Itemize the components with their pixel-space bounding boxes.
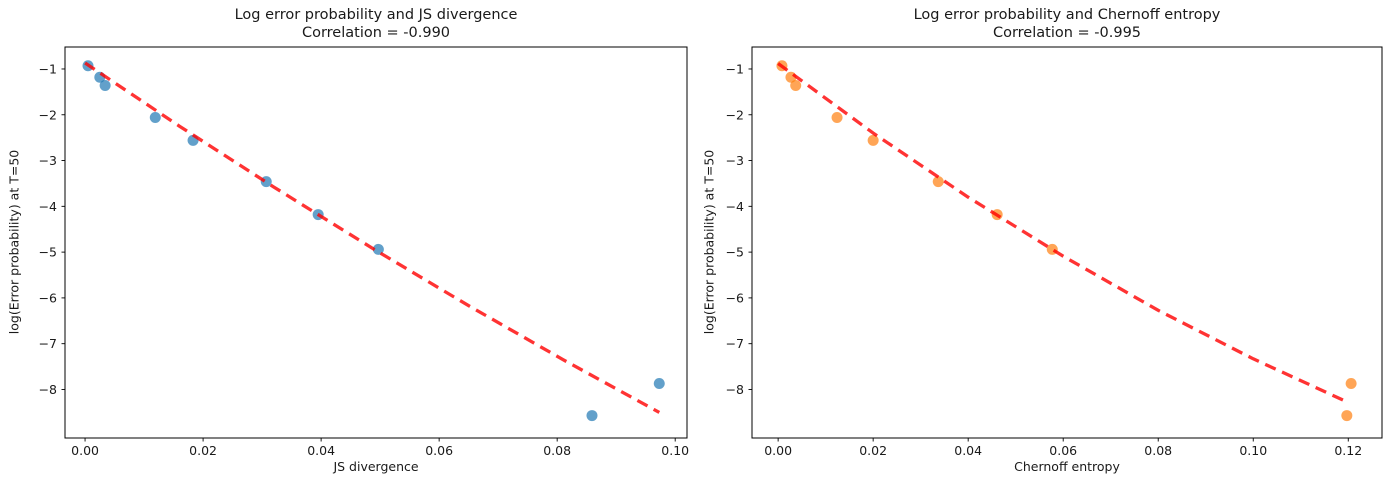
y-tick-label: −7 — [726, 336, 744, 351]
x-tick-label: 0.06 — [1049, 443, 1077, 458]
y-tick-label: −1 — [39, 61, 57, 76]
x-tick-label: 0.10 — [1239, 443, 1267, 458]
y-tick-label: −5 — [726, 245, 744, 260]
x-tick-label: 0.04 — [954, 443, 982, 458]
plot-border — [751, 46, 1383, 439]
scatter-point — [1341, 410, 1353, 422]
chart-chernoff-entropy: Log error probability and Chernoff entro… — [695, 0, 1389, 490]
x-tick-label: 0.00 — [71, 443, 99, 458]
y-tick-label: −6 — [39, 290, 57, 305]
x-axis-label: JS divergence — [333, 459, 419, 474]
scatter-point — [790, 79, 802, 91]
chart-title-block: Log error probability and JS divergence … — [65, 6, 687, 42]
y-tick-label: −4 — [726, 199, 744, 214]
scatter-point — [99, 79, 111, 91]
y-tick-label: −4 — [39, 199, 57, 214]
chart-js-divergence: Log error probability and JS divergence … — [6, 6, 690, 474]
chart-title: Log error probability and JS divergence — [234, 7, 518, 23]
scatter-point — [149, 112, 161, 124]
trend-line — [777, 62, 1346, 403]
scatter-point — [653, 378, 665, 390]
scatter-point — [372, 243, 384, 255]
y-tick-label: −3 — [726, 153, 744, 168]
scatter-point — [867, 134, 879, 146]
x-tick-label: 0.02 — [189, 443, 217, 458]
plot-area-chernoff-entropy: 0.00 0.02 0.04 0.06 0.08 0.10 0.12 −1 −2 −3 −4 −5 −6… — [726, 46, 1383, 458]
y-axis-label: log(Error probability) at T=50 — [6, 149, 22, 335]
y-tick-label: −8 — [39, 382, 57, 397]
x-axis-label: Chernoff entropy — [1014, 459, 1120, 474]
x-tick-label: 0.02 — [859, 443, 887, 458]
y-tick-label: −6 — [726, 290, 744, 305]
scatter-point — [586, 410, 598, 422]
x-tick-label: 0.04 — [307, 443, 335, 458]
x-tick-label: 0.10 — [661, 443, 689, 458]
scatter-point — [932, 176, 944, 188]
x-tick-label: 0.06 — [425, 443, 453, 458]
y-tick-label: −5 — [39, 245, 57, 260]
chart-title-block: Log error probability and Chernoff entro… — [752, 6, 1382, 42]
x-tick-label: 0.08 — [1144, 443, 1172, 458]
x-tick-label: 0.08 — [543, 443, 571, 458]
trend-line — [84, 61, 661, 414]
y-tick-label: −2 — [39, 107, 57, 122]
y-tick-label: −1 — [726, 61, 744, 76]
x-tick-label: 0.12 — [1334, 443, 1362, 458]
x-tick-label: 0.00 — [764, 443, 792, 458]
chart-title: Log error probability and Chernoff entro… — [913, 7, 1221, 23]
chart-subtitle: Correlation = -0.995 — [992, 25, 1142, 41]
y-tick-label: −2 — [726, 107, 744, 122]
y-tick-label: −8 — [726, 382, 744, 397]
chart-subtitle: Correlation = -0.990 — [301, 25, 451, 41]
y-tick-label: −7 — [39, 336, 57, 351]
y-tick-label: −3 — [39, 153, 57, 168]
plot-border — [64, 46, 688, 439]
scatter-point — [831, 112, 843, 124]
scatter-point — [1345, 378, 1357, 390]
plot-area-js-divergence: 0.00 0.02 0.04 0.06 0.08 0.10 −1 −2 −3 −4 −5 −6 −7 −8 — [39, 46, 689, 458]
y-axis-label: log(Error probability) at T=50 — [701, 149, 717, 335]
